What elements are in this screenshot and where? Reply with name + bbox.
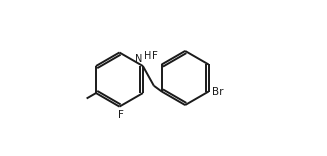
Text: H: H <box>145 51 152 61</box>
Text: N: N <box>135 54 142 64</box>
Text: F: F <box>118 110 124 120</box>
Text: F: F <box>152 51 158 61</box>
Text: Br: Br <box>213 87 224 97</box>
